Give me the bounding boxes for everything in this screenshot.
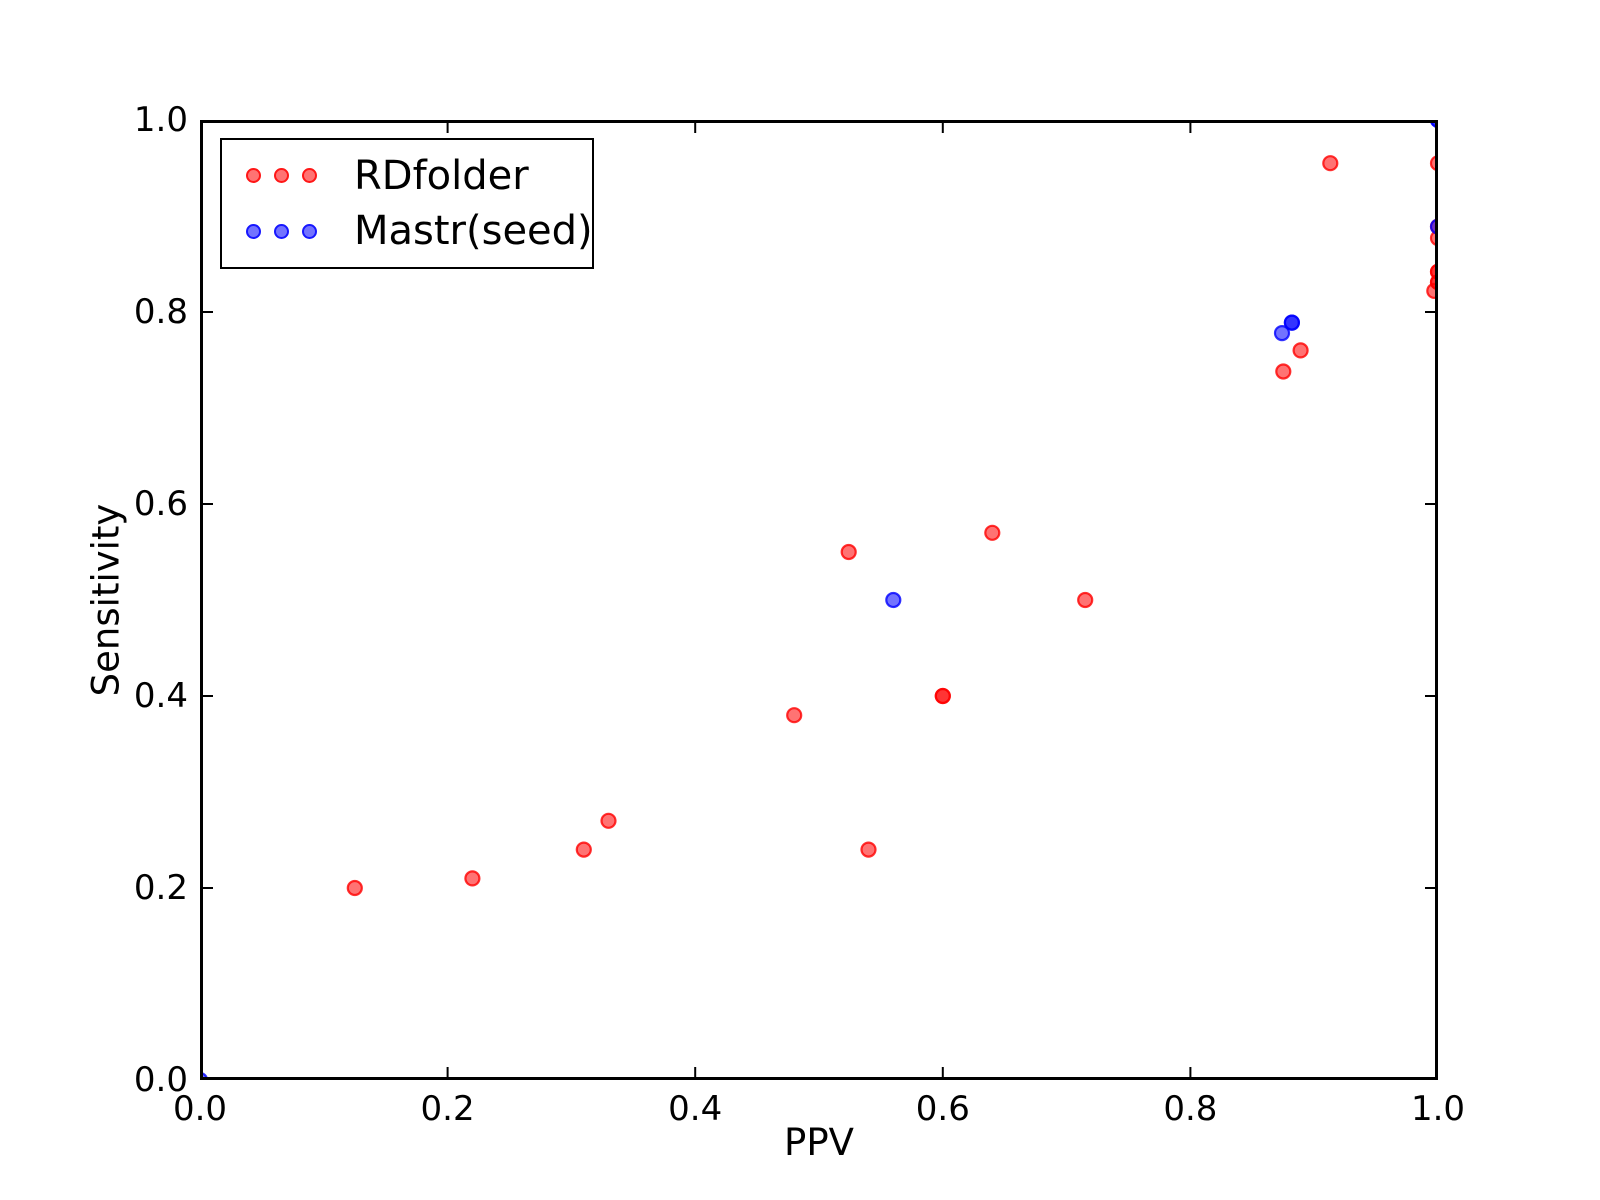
legend-marker-rdfolder-icon [274,168,289,184]
data-point-rdfolder [1077,591,1094,609]
data-point-rdfolder [840,543,857,561]
data-point-mastr-seed [1283,314,1301,331]
y-tick-label: 0.6 [133,484,188,524]
legend-marker-mastr-seed-icon [302,223,317,239]
data-point-rdfolder [786,707,803,724]
data-point-rdfolder [346,879,363,897]
y-tick-label: 0.8 [133,292,188,332]
legend: RDfolder Mastr(seed) [220,138,594,269]
data-point-rdfolder [464,870,481,887]
x-tick-label: 0.2 [420,1089,475,1129]
y-tick-label: 1.0 [133,100,188,140]
x-tick-label: 0.8 [1163,1089,1218,1129]
plot-area [200,120,1438,1080]
legend-marker-mastr-seed-icon [274,223,289,239]
data-point-rdfolder [1275,363,1292,380]
scatter-plot-canvas [200,120,1438,1080]
plot-frame [200,120,1438,1080]
y-tick-label: 0.0 [133,1060,188,1100]
data-point-rdfolder [600,812,617,829]
legend-entry-rdfolder: RDfolder [222,156,592,196]
legend-marker-rdfolder-icon [246,168,261,184]
y-axis-label: Sensitivity [84,503,128,697]
data-point-mastr-seed [885,591,902,609]
data-point-rdfolder [575,841,592,858]
legend-label-rdfolder: RDfolder [354,152,529,199]
data-point-rdfolder [984,524,1001,541]
x-tick-label: 0.4 [668,1089,723,1129]
legend-label-mastr-seed: Mastr(seed) [354,208,593,255]
x-tick-label: 0.0 [172,1089,228,1129]
data-point-rdfolder [934,687,951,705]
data-point-rdfolder [860,841,877,858]
y-tick-label: 0.4 [133,676,188,716]
x-tick-label: 0.6 [915,1089,970,1129]
legend-marker-mastr-seed-icon [246,223,261,239]
data-point-rdfolder [1322,155,1339,172]
data-point-rdfolder [1292,342,1309,359]
legend-entry-mastr-seed: Mastr(seed) [222,208,593,255]
legend-marker-rdfolder-icon [302,168,317,184]
x-axis-label: PPV [784,1121,854,1164]
x-tick-label: 1.0 [1410,1089,1466,1129]
y-tick-label: 0.2 [133,868,188,908]
data-point-mastr-seed [1273,325,1291,342]
